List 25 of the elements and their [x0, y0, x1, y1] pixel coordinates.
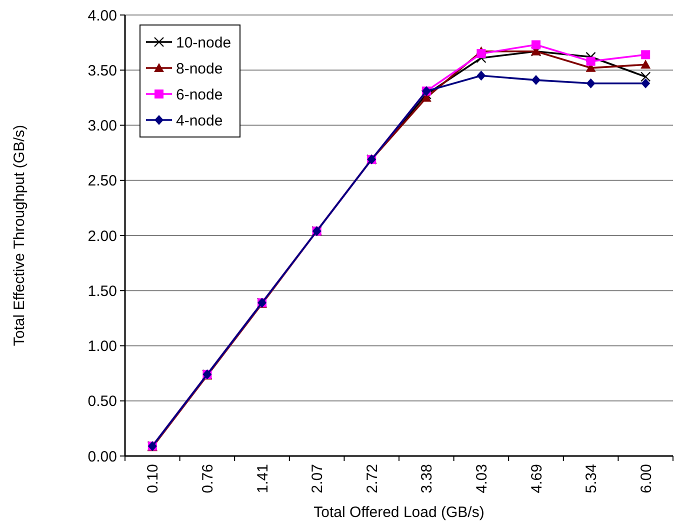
y-tick-label: 1.00	[88, 338, 117, 355]
x-tick-label: 6.00	[638, 464, 655, 494]
x-tick-label: 0.10	[144, 464, 162, 494]
y-tick-label: 2.00	[88, 228, 117, 245]
legend-label: 8-node	[176, 60, 223, 78]
x-tick-label: 1.41	[254, 464, 272, 494]
y-tick-label: 1.50	[88, 282, 117, 300]
x-tick-label: 0.76	[199, 464, 216, 494]
legend-label: 6-node	[176, 86, 223, 104]
y-tick-label: 3.00	[88, 118, 117, 134]
y-tick-label: 3.50	[88, 62, 117, 80]
legend-label: 10-node	[176, 34, 232, 52]
x-tick-label: 2.72	[364, 464, 381, 494]
y-tick-label: 4.00	[88, 7, 117, 24]
legend-label: 4-node	[176, 112, 223, 130]
y-tick-label: 0.00	[88, 448, 117, 466]
y-tick-label: 0.50	[88, 393, 117, 410]
x-tick-label: 4.03	[473, 464, 490, 494]
y-axis-title: Total Effective Throughput (GB/s)	[11, 124, 28, 346]
x-tick-label: 5.34	[583, 464, 600, 494]
x-tick-label: 2.07	[309, 464, 326, 494]
y-tick-label: 2.50	[88, 172, 117, 190]
x-tick-label: 3.38	[418, 464, 436, 494]
x-tick-label: 4.69	[528, 464, 546, 494]
x-axis-title: Total Offered Load (GB/s)	[314, 504, 484, 521]
